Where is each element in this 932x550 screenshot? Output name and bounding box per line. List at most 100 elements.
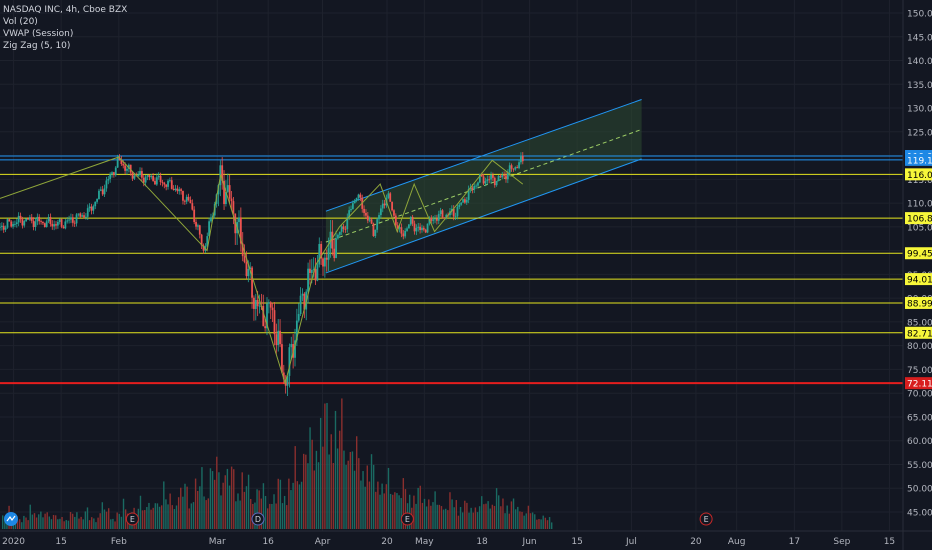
candle-body — [464, 199, 466, 203]
volume-bar — [324, 403, 326, 529]
volume-bar — [347, 460, 349, 529]
volume-bar — [470, 507, 472, 529]
time-tick-label: Feb — [111, 537, 127, 547]
volume-bar — [377, 481, 379, 529]
volume-bar — [65, 520, 67, 529]
volume-bar — [328, 454, 330, 529]
volume-bar — [417, 487, 419, 529]
volume-bar — [491, 504, 494, 529]
candle-body — [14, 224, 16, 225]
channel-upper-line — [325, 99, 642, 212]
volume-bar — [438, 504, 441, 529]
candle-body — [101, 189, 104, 195]
volume-bar — [29, 504, 31, 529]
candle-body — [4, 227, 7, 230]
volume-bar — [408, 494, 411, 529]
volume-bar — [514, 509, 517, 529]
candle-body — [381, 203, 384, 209]
volume-bar — [415, 503, 417, 529]
candle-body — [146, 175, 149, 177]
volume-bar — [220, 495, 222, 529]
volume-bar — [275, 503, 277, 529]
candle-body — [434, 218, 436, 220]
candle-body — [376, 219, 379, 230]
symbol-title[interactable]: NASDAQ INC, 4h, Cboe BZX — [3, 5, 128, 15]
volume-bar — [150, 509, 152, 529]
candle-body — [238, 217, 240, 223]
candle-body — [325, 257, 328, 260]
candle-body — [152, 175, 155, 181]
candle-body — [12, 224, 14, 227]
candle-body — [436, 218, 438, 221]
candle-body — [141, 171, 143, 178]
candle-body — [83, 215, 85, 218]
candle-body — [333, 248, 336, 258]
candle-body — [406, 228, 408, 231]
candle-body — [271, 307, 274, 311]
volume-bar — [250, 499, 252, 529]
candle-body — [17, 215, 20, 223]
candle-body — [182, 190, 184, 201]
candle-body — [329, 231, 332, 249]
candle-body — [155, 177, 158, 185]
volume-bar — [430, 505, 432, 529]
candle-body — [277, 330, 280, 346]
candle-body — [174, 188, 177, 191]
volume-bar — [112, 518, 114, 529]
candle-body — [437, 214, 440, 221]
volume-bar — [201, 467, 203, 529]
volume-bar — [241, 472, 243, 529]
candle-body — [342, 226, 345, 229]
volume-bar — [209, 468, 212, 529]
level-price-label: 88.99 — [907, 299, 932, 309]
candle-body — [239, 217, 242, 244]
volume-bar — [21, 522, 23, 529]
candle-body — [363, 208, 365, 213]
volume-bar — [175, 505, 178, 529]
candle-body — [488, 179, 491, 181]
volume-bar — [97, 517, 99, 529]
candle-body — [307, 268, 309, 292]
volume-bar — [247, 474, 250, 529]
volume-bar — [309, 427, 311, 529]
candle-body — [73, 222, 76, 224]
volume-bar — [279, 479, 282, 529]
candle-body — [351, 203, 354, 209]
volume-bar — [387, 467, 390, 529]
candle-body — [484, 181, 487, 184]
indicator-vwap-label[interactable]: VWAP (Session) — [3, 29, 74, 39]
volume-bar — [542, 515, 544, 529]
candle-body — [299, 295, 302, 315]
candle-body — [247, 268, 250, 277]
volume-bar — [110, 519, 112, 529]
candle-body — [477, 182, 479, 186]
time-tick-label: 15 — [884, 537, 895, 547]
volume-bar — [167, 504, 169, 529]
indicator-zigzag-label[interactable]: Zig Zag (5, 10) — [3, 41, 71, 51]
candle-body — [116, 157, 119, 168]
time-tick-label: May — [415, 537, 434, 547]
volume-bar — [74, 516, 76, 529]
volume-bar — [341, 398, 343, 529]
candle-body — [0, 225, 3, 227]
volume-bar — [152, 507, 154, 529]
price-tick-label: 130.00 — [907, 105, 932, 115]
candle-body — [501, 175, 504, 178]
volume-bar — [531, 512, 534, 529]
volume-bar — [461, 512, 464, 529]
volume-bar — [311, 439, 313, 529]
volume-bar — [213, 479, 216, 529]
volume-bar — [199, 486, 201, 529]
candle-body — [426, 223, 429, 233]
candle-body — [200, 234, 203, 246]
indicator-vol-label[interactable]: Vol (20) — [3, 17, 38, 27]
candle-body — [42, 221, 44, 224]
candle-body — [120, 159, 123, 164]
volume-bar — [165, 499, 167, 529]
company-logo-mark — [6, 515, 16, 522]
candle-body — [337, 234, 339, 239]
candle-body — [94, 201, 97, 207]
earnings-marker-icon — [400, 512, 414, 526]
volume-bar — [481, 496, 483, 529]
